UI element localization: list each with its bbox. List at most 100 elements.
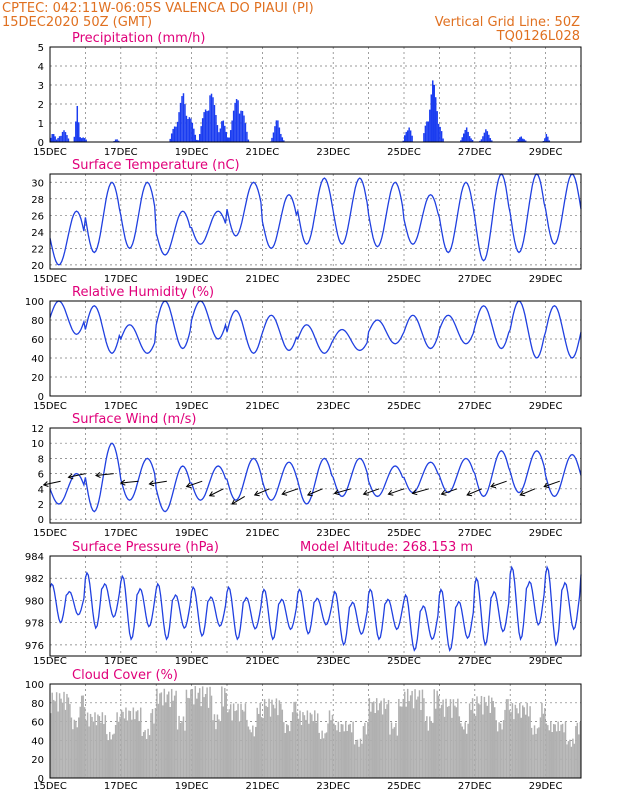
precip-bar bbox=[196, 139, 198, 142]
y-tick-label: 30 bbox=[31, 178, 44, 189]
cloud-bar bbox=[573, 743, 576, 778]
cloud-bar bbox=[566, 744, 568, 778]
cloud-bar bbox=[215, 729, 217, 778]
cloud-bar bbox=[392, 728, 394, 778]
wind-arrow bbox=[186, 480, 203, 488]
cloud-bar bbox=[275, 698, 278, 778]
header-line1: CPTEC: 042:11W-06:05S VALENCA DO PIAUI (… bbox=[2, 1, 314, 16]
precip-bar bbox=[517, 139, 520, 142]
cloud-bar bbox=[294, 701, 297, 778]
y-tick-label: 980 bbox=[25, 596, 44, 607]
cloud-bar bbox=[224, 688, 226, 778]
cloud-bar bbox=[173, 695, 176, 778]
x-tick-label: 19DEC bbox=[175, 656, 209, 667]
cloud-bar bbox=[437, 695, 440, 778]
precip-bar bbox=[423, 133, 425, 142]
cloud-bar bbox=[339, 731, 341, 778]
precip-bar bbox=[426, 121, 428, 142]
wind-arrow bbox=[120, 480, 139, 484]
cloud-bar bbox=[480, 695, 483, 778]
cloud-bar bbox=[104, 715, 107, 778]
cloud-bar bbox=[94, 712, 96, 778]
cloud-bar bbox=[554, 724, 556, 778]
precip-bar bbox=[194, 134, 197, 142]
cloud-bar bbox=[234, 711, 236, 778]
cloud-bar bbox=[507, 699, 509, 778]
x-tick-label: 17DEC bbox=[104, 147, 138, 158]
cloud-bar bbox=[389, 734, 391, 778]
y-tick-label: 2 bbox=[38, 500, 44, 511]
x-tick-label: 15DEC bbox=[33, 781, 67, 792]
precip-bar bbox=[73, 136, 76, 142]
cloud-bar bbox=[359, 738, 362, 778]
cloud-bar bbox=[166, 694, 168, 778]
precip-bar bbox=[489, 138, 492, 142]
cloud-bar bbox=[193, 704, 195, 778]
cloud-bar bbox=[495, 720, 497, 778]
cloud-bar bbox=[436, 690, 438, 778]
precip-bar bbox=[488, 134, 490, 142]
x-tick-label: 21DEC bbox=[246, 656, 280, 667]
x-tick-label: 17DEC bbox=[104, 528, 138, 539]
cloud-bar bbox=[483, 696, 486, 778]
cloud-bar bbox=[470, 709, 472, 778]
precip-bar bbox=[461, 137, 463, 142]
panel-title: Precipitation (mm/h) bbox=[72, 31, 205, 46]
cloud-bar bbox=[138, 720, 140, 778]
cloud-bar bbox=[305, 719, 307, 778]
cloud-bar bbox=[383, 698, 385, 778]
x-tick-label: 19DEC bbox=[175, 274, 209, 285]
precip-bar bbox=[178, 112, 180, 142]
cloud-bar bbox=[411, 690, 413, 778]
cloud-bar bbox=[63, 691, 65, 778]
cloud-bar bbox=[318, 732, 320, 778]
cloud-bar bbox=[122, 711, 124, 778]
cloud-bar bbox=[552, 724, 555, 778]
precip-bar bbox=[176, 121, 179, 142]
cloud-bar bbox=[405, 706, 407, 778]
cloud-bar bbox=[464, 722, 466, 778]
cloud-bar bbox=[342, 724, 344, 778]
cloud-bar bbox=[491, 697, 493, 778]
cloud-bar bbox=[511, 703, 514, 778]
precip-bar bbox=[479, 140, 481, 142]
precip-bar bbox=[548, 140, 551, 142]
precip-bar bbox=[244, 123, 247, 142]
precip-bar bbox=[54, 136, 56, 142]
precip-bar bbox=[210, 93, 213, 142]
y-tick-label: 100 bbox=[25, 680, 44, 691]
cloud-bar bbox=[315, 722, 317, 778]
x-tick-label: 29DEC bbox=[529, 147, 563, 158]
cloud-bar bbox=[88, 726, 90, 778]
wind-arrow bbox=[43, 480, 61, 486]
cloud-bar bbox=[579, 721, 581, 778]
cloud-bar bbox=[463, 729, 465, 778]
cloud-bar bbox=[314, 710, 316, 778]
cloud-bar bbox=[117, 721, 120, 778]
cloud-bar bbox=[126, 720, 129, 778]
cloud-bar bbox=[448, 706, 450, 778]
x-tick-label: 15DEC bbox=[33, 528, 67, 539]
precip-bar bbox=[172, 128, 174, 142]
y-tick-label: 5 bbox=[38, 43, 44, 54]
cloud-bar bbox=[395, 722, 397, 778]
cloud-bar bbox=[142, 731, 145, 778]
cloud-bar bbox=[381, 714, 384, 778]
cloud-bar bbox=[364, 722, 366, 778]
precip-bar bbox=[212, 97, 214, 142]
temperature-panel: 20 22 24 26 28 30 15DEC 17DEC 19DEC 21DEC 23DEC 25D… bbox=[31, 158, 582, 285]
cloud-bar bbox=[367, 722, 369, 778]
cloud-bar bbox=[449, 699, 452, 778]
x-tick-label: 27DEC bbox=[458, 401, 492, 412]
cloud-bar bbox=[386, 704, 388, 778]
cloud-bar bbox=[567, 741, 570, 778]
cloud-bar bbox=[281, 709, 284, 778]
cloud-bar bbox=[137, 710, 139, 778]
cloud-bar bbox=[399, 706, 402, 778]
cloud-bar bbox=[238, 721, 241, 778]
cloud-bar bbox=[106, 734, 108, 778]
cloud-bar bbox=[204, 694, 207, 778]
y-tick-label: 100 bbox=[25, 297, 44, 308]
y-tick-label: 22 bbox=[31, 244, 44, 255]
y-tick-label: 60 bbox=[31, 335, 44, 346]
